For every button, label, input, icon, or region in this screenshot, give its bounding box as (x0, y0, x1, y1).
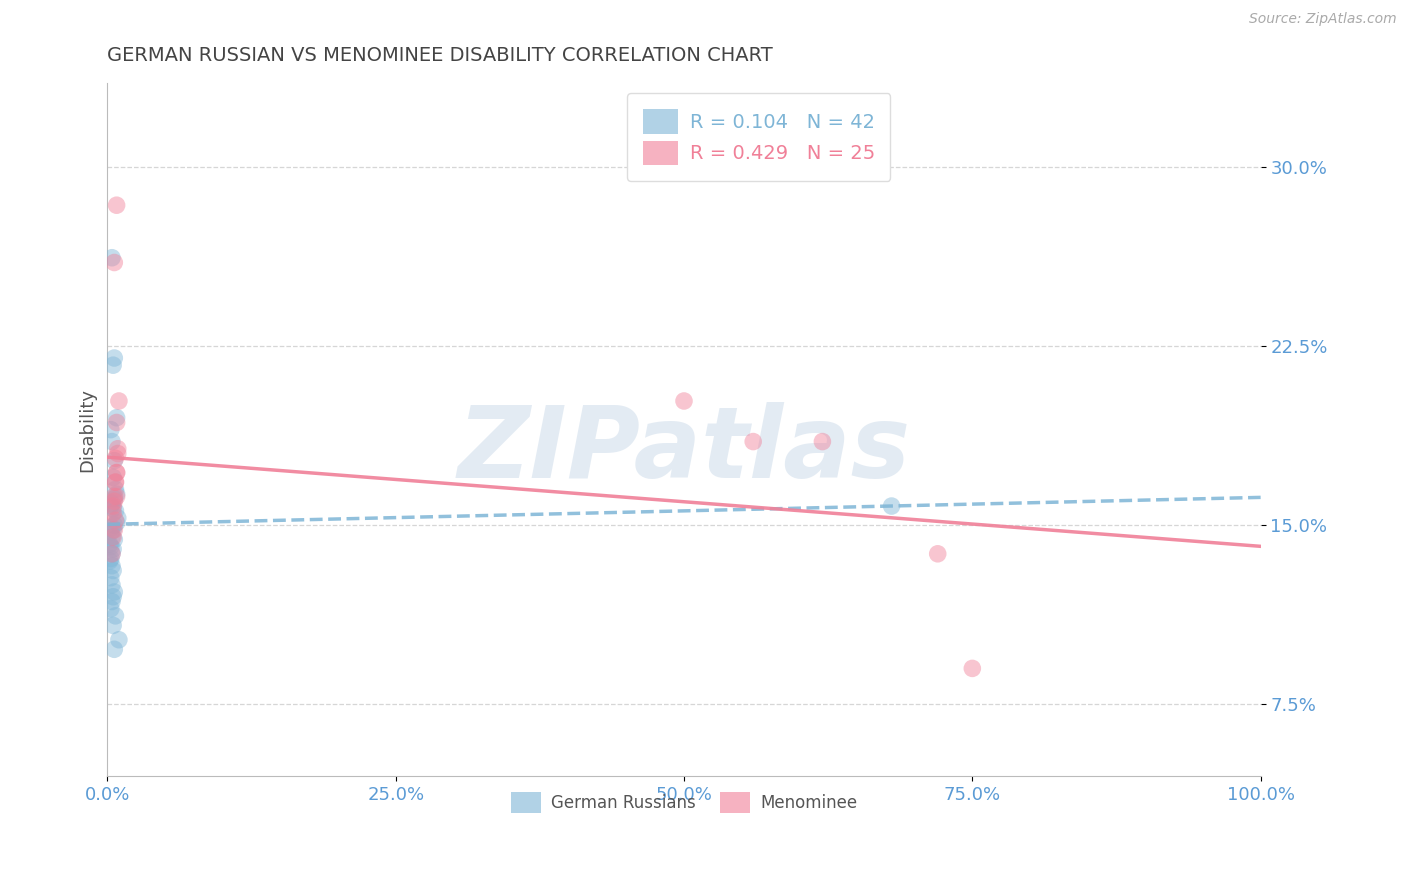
Point (100, 571, 122, 585)
Point (101, 547, 124, 561)
Point (104, 451, 127, 466)
Point (105, 466, 128, 480)
Point (103, 255, 125, 269)
Point (103, 523, 125, 537)
Text: GERMAN RUSSIAN VS MENOMINEE DISABILITY CORRELATION CHART: GERMAN RUSSIAN VS MENOMINEE DISABILITY C… (107, 46, 773, 65)
Point (101, 594, 124, 608)
Point (101, 520, 124, 534)
Point (98, 554, 121, 568)
Point (880, 499, 903, 513)
Point (101, 578, 124, 592)
Point (101, 618, 124, 632)
Y-axis label: Disability: Disability (79, 388, 96, 472)
Point (100, 540, 122, 554)
Point (105, 490, 128, 504)
Point (105, 198, 128, 212)
Point (107, 442, 129, 456)
Point (101, 523, 124, 537)
Point (101, 251, 124, 265)
Point (104, 483, 127, 497)
Point (104, 475, 127, 490)
Point (103, 453, 125, 467)
Point (105, 487, 128, 501)
Text: ZIPatlas: ZIPatlas (457, 402, 911, 499)
Point (101, 434, 124, 449)
Point (108, 632, 131, 647)
Point (100, 551, 122, 566)
Point (105, 516, 128, 530)
Legend: German Russians, Menominee: German Russians, Menominee (503, 786, 865, 820)
Point (742, 434, 765, 449)
Point (104, 513, 127, 527)
Point (101, 541, 124, 556)
Point (101, 506, 124, 520)
Point (962, 661, 984, 675)
Point (105, 466, 128, 480)
Point (672, 394, 695, 409)
Point (101, 558, 124, 573)
Point (103, 642, 125, 657)
Point (100, 601, 122, 615)
Point (101, 499, 124, 513)
Point (100, 423, 122, 437)
Point (103, 494, 125, 508)
Point (811, 434, 834, 449)
Point (107, 446, 129, 460)
Point (101, 497, 124, 511)
Point (108, 394, 131, 409)
Point (103, 518, 125, 533)
Point (104, 608, 127, 623)
Point (101, 470, 124, 484)
Point (101, 547, 124, 561)
Point (927, 547, 949, 561)
Point (103, 490, 125, 504)
Point (105, 410, 128, 425)
Point (100, 499, 122, 513)
Point (98, 537, 121, 551)
Point (101, 564, 124, 578)
Point (101, 530, 124, 544)
Point (101, 590, 124, 604)
Point (103, 585, 125, 599)
Point (107, 511, 129, 525)
Point (101, 530, 124, 544)
Point (101, 358, 124, 372)
Point (103, 491, 125, 506)
Text: Source: ZipAtlas.com: Source: ZipAtlas.com (1249, 12, 1396, 26)
Point (105, 416, 128, 430)
Point (103, 351, 125, 365)
Point (101, 501, 124, 516)
Point (104, 504, 127, 518)
Point (103, 533, 125, 547)
Point (100, 525, 122, 540)
Point (104, 475, 127, 490)
